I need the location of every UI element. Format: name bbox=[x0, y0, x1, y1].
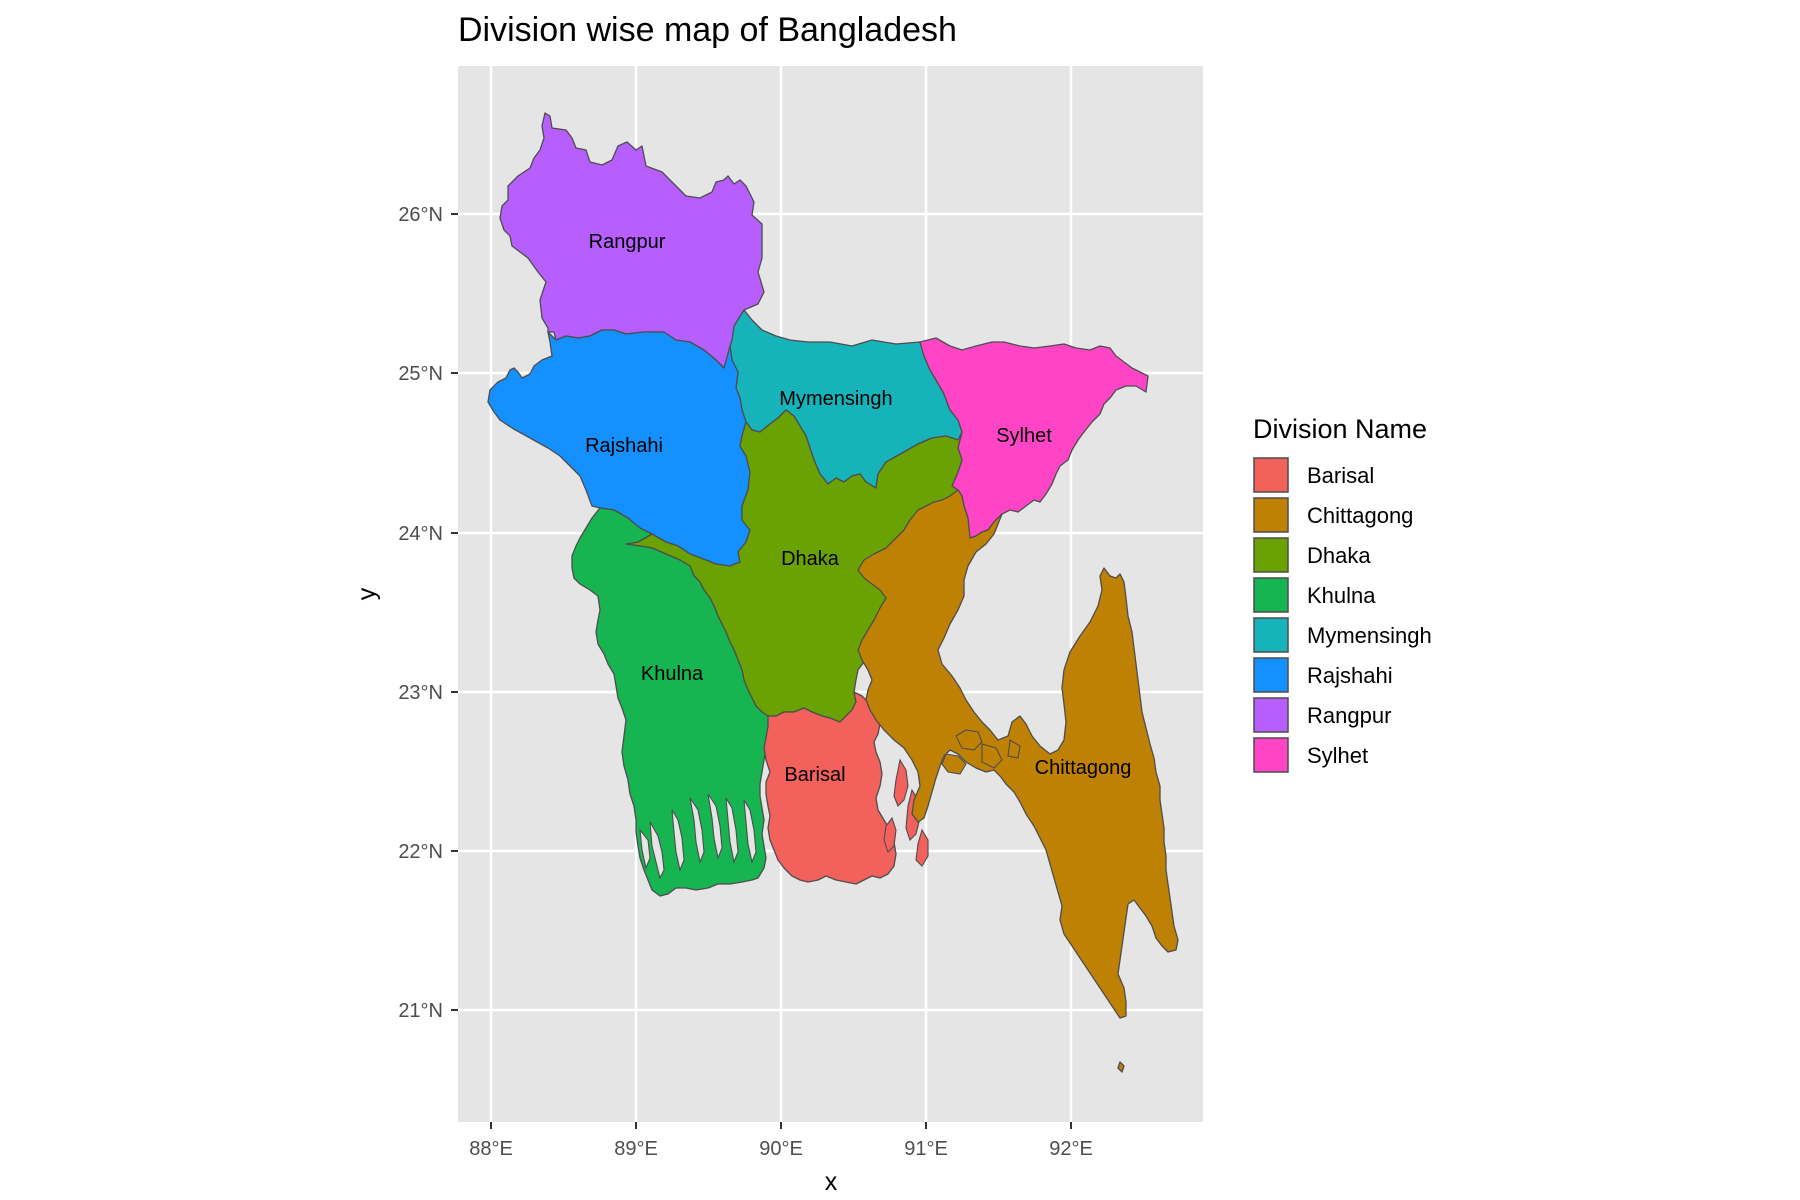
chittagong-tip-island bbox=[1117, 1061, 1125, 1073]
y-tick-23: 23°N bbox=[398, 682, 443, 704]
legend-swatch-mymensingh bbox=[1253, 617, 1289, 653]
label-rangpur: Rangpur bbox=[589, 231, 666, 253]
x-tick-88: 88°E bbox=[469, 1138, 513, 1160]
legend-swatch-sylhet bbox=[1253, 737, 1289, 773]
legend-swatch-dhaka bbox=[1253, 537, 1289, 573]
legend-label-khulna: Khulna bbox=[1307, 583, 1376, 608]
x-tick-labels: 88°E 89°E 90°E 91°E 92°E bbox=[469, 1138, 1093, 1160]
legend-swatch-rangpur bbox=[1253, 697, 1289, 733]
x-tick-89: 89°E bbox=[614, 1138, 658, 1160]
y-tick-25: 25°N bbox=[398, 363, 443, 385]
region-labels: Rangpur Mymensingh Rajshahi Sylhet Dhaka… bbox=[585, 231, 1131, 786]
y-tick-24: 24°N bbox=[398, 523, 443, 545]
region-khulna bbox=[571, 507, 771, 897]
x-tick-92: 92°E bbox=[1049, 1138, 1093, 1160]
y-tick-labels: 21°N 22°N 23°N 24°N 25°N 26°N bbox=[398, 204, 443, 1022]
label-rajshahi: Rajshahi bbox=[585, 435, 663, 457]
label-dhaka: Dhaka bbox=[781, 548, 840, 570]
legend-title: Division Name bbox=[1253, 414, 1427, 444]
legend: Division Name Barisal Chittagong Dhaka Khul… bbox=[1253, 414, 1432, 773]
legend-swatch-barisal bbox=[1253, 457, 1289, 493]
label-chittagong: Chittagong bbox=[1035, 757, 1132, 779]
label-barisal: Barisal bbox=[784, 764, 845, 786]
legend-label-dhaka: Dhaka bbox=[1307, 543, 1371, 568]
x-axis-title: x bbox=[825, 1168, 838, 1196]
region-barisal bbox=[763, 691, 897, 885]
legend-label-chittagong: Chittagong bbox=[1307, 503, 1413, 528]
label-sylhet: Sylhet bbox=[996, 425, 1052, 447]
x-tick-90: 90°E bbox=[759, 1138, 803, 1160]
y-tick-26: 26°N bbox=[398, 204, 443, 226]
legend-swatch-khulna bbox=[1253, 577, 1289, 613]
legend-swatch-chittagong bbox=[1253, 497, 1289, 533]
division-regions bbox=[487, 112, 1179, 1073]
legend-label-rajshahi: Rajshahi bbox=[1307, 663, 1393, 688]
legend-label-rangpur: Rangpur bbox=[1307, 703, 1391, 728]
y-tick-21: 21°N bbox=[398, 1000, 443, 1022]
legend-label-sylhet: Sylhet bbox=[1307, 743, 1368, 768]
khulna-channels bbox=[639, 793, 757, 880]
label-khulna: Khulna bbox=[641, 663, 704, 685]
map-title: Division wise map of Bangladesh bbox=[458, 11, 957, 49]
label-mymensingh: Mymensingh bbox=[779, 388, 892, 410]
legend-label-mymensingh: Mymensingh bbox=[1307, 623, 1432, 648]
legend-swatch-rajshahi bbox=[1253, 657, 1289, 693]
legend-label-barisal: Barisal bbox=[1307, 463, 1374, 488]
legend-items: Barisal Chittagong Dhaka Khulna Mymensingh Ra… bbox=[1253, 457, 1432, 773]
y-tick-22: 22°N bbox=[398, 841, 443, 863]
y-axis-title: y bbox=[353, 587, 381, 600]
x-tick-91: 91°E bbox=[904, 1138, 948, 1160]
chittagong-islands bbox=[941, 729, 1021, 775]
axis-ticks bbox=[451, 213, 1072, 1129]
